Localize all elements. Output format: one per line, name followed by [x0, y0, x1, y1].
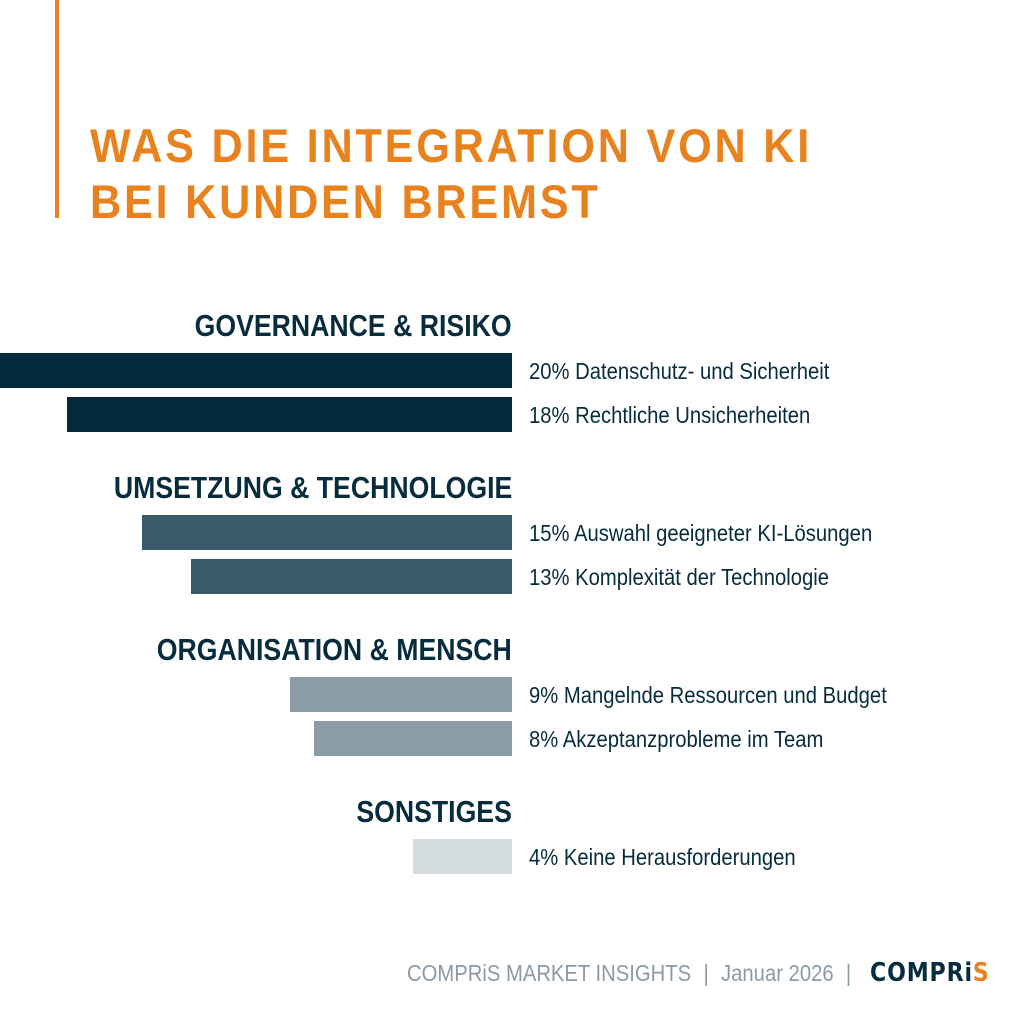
group-heading: UMSETZUNG & TECHNOLOGIE [113, 470, 512, 505]
accent-line [55, 0, 59, 218]
footer-separator: | [703, 960, 709, 986]
footer-source: COMPRiS MARKET INSIGHTS [407, 960, 692, 986]
bar [190, 559, 512, 594]
bar-label: 15% Auswahl geeigneter KI-Lösungen [529, 520, 873, 546]
title-line-1: WAS DIE INTEGRATION VON KI [90, 119, 812, 172]
title-line-2: BEI KUNDEN BREMST [90, 175, 601, 228]
bar [0, 353, 512, 388]
footer-separator: | [845, 960, 852, 986]
bar [314, 721, 512, 756]
page-title: WAS DIE INTEGRATION VON KI BEI KUNDEN BR… [90, 118, 812, 230]
bar-label: 8% Akzeptanzprobleme im Team [529, 726, 824, 752]
bar-label: 4% Keine Herausforderungen [529, 844, 796, 870]
bar [67, 397, 512, 432]
bar-label: 18% Rechtliche Unsicherheiten [529, 402, 811, 428]
group-heading: ORGANISATION & MENSCH [157, 632, 512, 667]
bar [141, 515, 512, 550]
group-heading: GOVERNANCE & RISIKO [194, 308, 512, 343]
compris-logo: COMPRiS [870, 958, 990, 988]
bar-label: 20% Datenschutz- und Sicherheit [529, 358, 830, 384]
footer: COMPRiS MARKET INSIGHTS | Januar 2026 | [407, 960, 864, 987]
bar-label: 13% Komplexität der Technologie [529, 564, 830, 590]
bar [289, 677, 512, 712]
group-heading: SONSTIGES [356, 794, 512, 829]
footer-date: Januar 2026 [721, 960, 834, 986]
bar-label: 9% Mangelnde Ressourcen und Budget [529, 682, 887, 708]
bar [413, 839, 512, 874]
